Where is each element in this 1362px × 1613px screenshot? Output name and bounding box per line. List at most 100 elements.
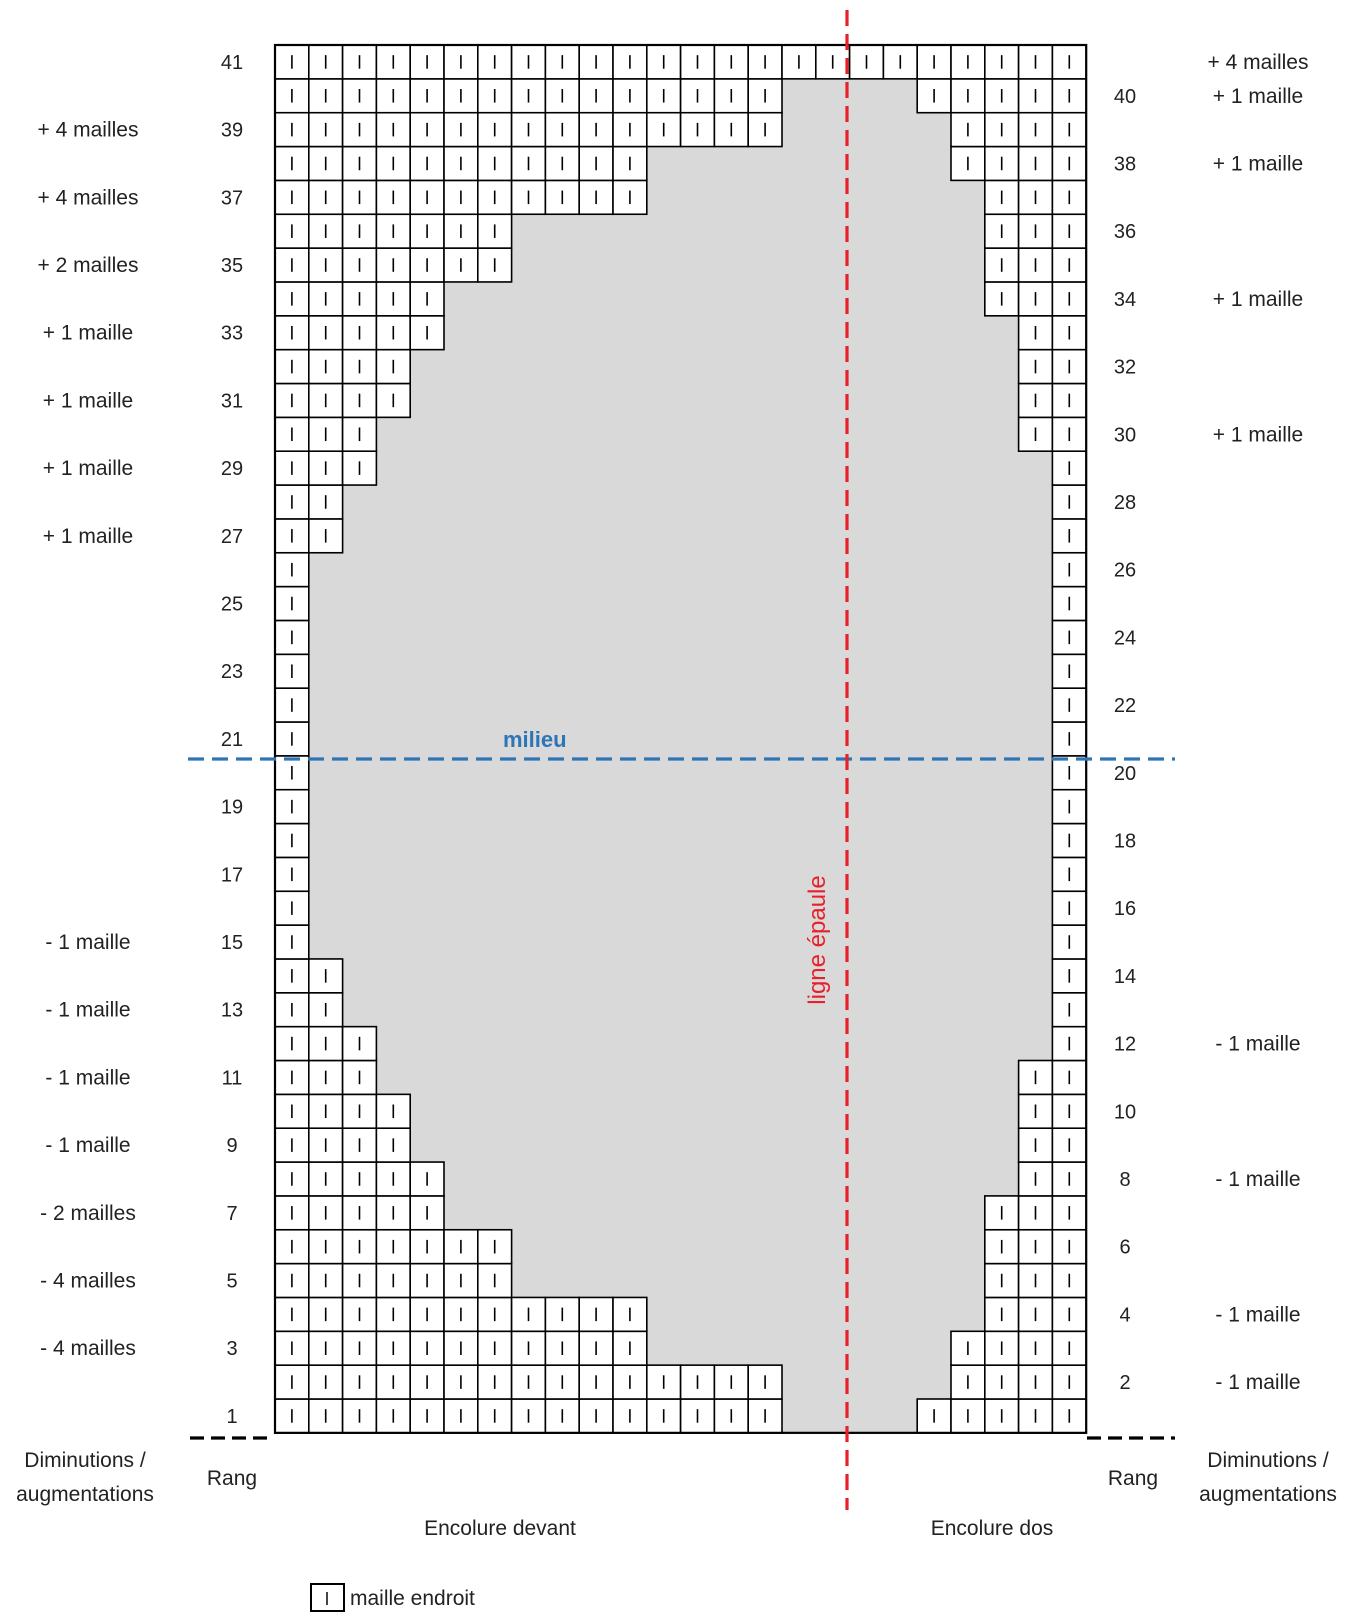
stitch-cell — [341, 44, 378, 80]
stitch-cell — [713, 1364, 750, 1400]
stitch-cell — [409, 1364, 445, 1400]
stitch-cell — [950, 78, 986, 114]
stitch-cell — [544, 145, 581, 182]
stitch-cell — [274, 1161, 310, 1197]
stitch-cell — [1051, 822, 1088, 859]
annotation-left: - 1 maille — [45, 931, 130, 954]
stitch-cell — [578, 1330, 614, 1366]
stitch-cell — [578, 179, 614, 216]
stitch-cell — [409, 1262, 445, 1299]
dim-aug-heading-right-line1: Diminutions / — [1207, 1449, 1329, 1472]
row-number-right: 32 — [1114, 357, 1136, 379]
stitch-cell — [274, 382, 310, 419]
stitch-cell — [274, 348, 310, 385]
stitch-cell — [1051, 484, 1088, 520]
stitch-cell — [341, 348, 378, 385]
stitch-cell — [341, 1195, 378, 1231]
stitch-cell — [307, 213, 344, 249]
annotation-left: + 1 maille — [43, 457, 133, 480]
row-number-left: 7 — [226, 1203, 237, 1225]
stitch-cell — [1051, 247, 1088, 283]
stitch-cell — [1051, 1093, 1088, 1129]
row-number-right: 40 — [1114, 86, 1136, 108]
stitch-cell — [274, 924, 310, 960]
stitch-cell — [476, 78, 513, 114]
row-number-left: 23 — [221, 661, 243, 683]
stitch-cell — [476, 179, 513, 216]
stitch-cell — [510, 1364, 547, 1400]
stitch-cell — [1017, 1330, 1054, 1366]
stitch-cell — [409, 1161, 445, 1197]
stitch-cell — [645, 44, 682, 80]
stitch-cell — [307, 111, 344, 148]
stitch-cell — [409, 1228, 445, 1265]
stitch-cell — [274, 788, 310, 825]
legend-label: maille endroit — [350, 1587, 475, 1610]
stitch-cell — [544, 111, 581, 148]
stitch-cell — [274, 890, 310, 926]
stitch-cell — [544, 1398, 581, 1434]
stitch-cell — [341, 145, 378, 182]
stitch-cell — [274, 111, 310, 148]
stitch-cell — [375, 247, 411, 283]
back-neck-label: Encolure dos — [931, 1517, 1054, 1540]
stitch-cell — [341, 1398, 378, 1434]
stitch-cell — [1017, 382, 1054, 419]
stitch-cell — [443, 247, 479, 283]
stitch-cell — [274, 721, 310, 757]
row-number-right: 14 — [1114, 966, 1136, 988]
stitch-cell — [341, 1262, 378, 1299]
stitch-cell — [713, 111, 750, 148]
stitch-cell — [341, 1364, 378, 1400]
stitch-cell — [983, 281, 1020, 317]
stitch-cell — [612, 78, 648, 114]
stitch-cell — [307, 1398, 344, 1434]
stitch-cell — [645, 111, 682, 148]
stitch-grid — [274, 44, 1088, 1434]
stitch-cell — [409, 314, 445, 351]
stitch-cell — [983, 1296, 1020, 1333]
stitch-cell — [274, 1262, 310, 1299]
stitch-cell — [983, 213, 1020, 249]
stitch-cell — [476, 213, 513, 249]
stitch-cell — [1051, 991, 1088, 1028]
stitch-cell — [983, 1228, 1020, 1265]
stitch-cell — [1051, 551, 1088, 588]
row-number-right: 24 — [1114, 627, 1136, 649]
row-number-right: 20 — [1114, 763, 1136, 785]
annotation-left: - 2 mailles — [40, 1202, 136, 1225]
stitch-cell — [645, 1398, 682, 1434]
stitch-cell — [307, 1195, 344, 1231]
stitch-cell — [848, 44, 885, 80]
stitch-cell — [409, 1195, 445, 1231]
annotation-left: - 4 mailles — [40, 1270, 136, 1293]
stitch-cell — [375, 179, 411, 216]
stitch-cell — [578, 1398, 614, 1434]
stitch-cell — [341, 247, 378, 283]
stitch-cell — [274, 1330, 310, 1366]
stitch-cell — [510, 179, 547, 216]
stitch-cell — [375, 44, 411, 80]
stitch-cell — [1017, 348, 1054, 385]
row-number-right: 16 — [1114, 898, 1136, 920]
stitch-cell — [747, 78, 783, 114]
shoulder-line-label: ligne épaule — [804, 875, 831, 1004]
row-number-right: 18 — [1114, 830, 1136, 852]
stitch-cell — [612, 111, 648, 148]
stitch-cell — [375, 1127, 411, 1163]
stitch-cell — [1017, 416, 1054, 453]
stitch-cell — [274, 450, 310, 486]
stitch-cell — [341, 111, 378, 148]
stitch-cell — [476, 247, 513, 283]
stitch-cell — [983, 78, 1020, 114]
stitch-cell — [375, 145, 411, 182]
stitch-cell — [375, 348, 411, 385]
legend: I maille endroit — [310, 1583, 475, 1612]
stitch-cell — [510, 78, 547, 114]
stitch-cell — [1051, 1262, 1088, 1299]
stitch-cell — [274, 44, 310, 80]
row-number-left: 3 — [226, 1338, 237, 1360]
front-neck-label: Encolure devant — [424, 1517, 576, 1540]
stitch-cell — [341, 1127, 378, 1163]
stitch-cell — [1051, 1228, 1088, 1265]
